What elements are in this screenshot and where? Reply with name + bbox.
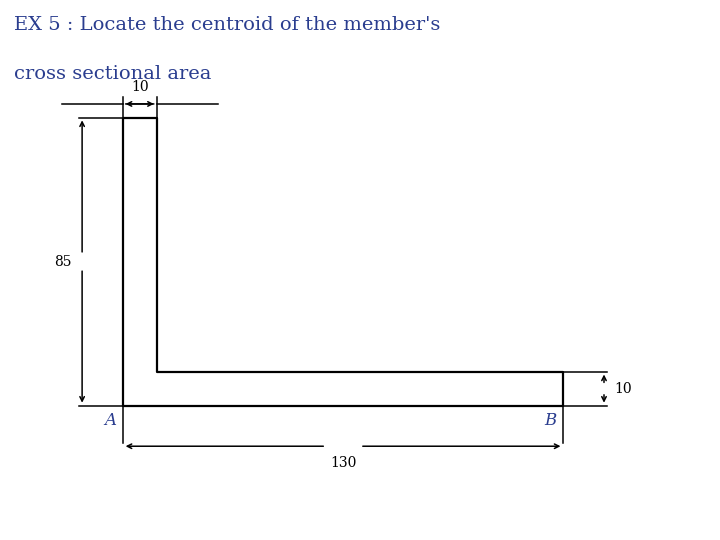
- Text: 130: 130: [330, 456, 356, 470]
- Text: A: A: [104, 413, 116, 429]
- Text: 10: 10: [131, 80, 148, 94]
- Text: 10: 10: [614, 382, 631, 396]
- Text: cross sectional area: cross sectional area: [14, 65, 212, 83]
- Text: 85: 85: [55, 254, 72, 268]
- Text: B: B: [544, 413, 557, 429]
- Text: EX 5 : Locate the centroid of the member's: EX 5 : Locate the centroid of the member…: [14, 16, 441, 34]
